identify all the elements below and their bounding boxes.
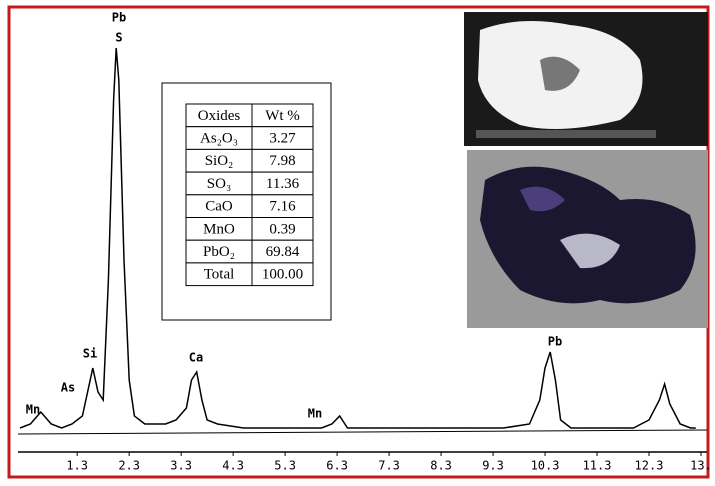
x-tick-label: 11.3 [583, 459, 612, 473]
table-text: 7.98 [269, 153, 295, 169]
table-text: MnO [203, 221, 235, 237]
x-tick-label: 13. [690, 459, 712, 473]
table-header: Oxides [198, 108, 241, 124]
x-tick-label: 1.3 [66, 459, 88, 473]
table-text: SO₃ [207, 176, 231, 192]
x-tick-label: 5.3 [274, 459, 296, 473]
table-text: PbO₂ [203, 244, 235, 260]
sem-image [464, 12, 708, 146]
peak-label: Mn [26, 403, 40, 417]
x-tick-label: 6.3 [326, 459, 348, 473]
table-text: SiO₂ [205, 153, 234, 169]
table-text: 69.84 [266, 244, 300, 260]
table-text: 7.16 [269, 199, 296, 215]
peak-label: Si [83, 347, 97, 361]
peak-label: Pb [548, 335, 562, 349]
peak-label: As [61, 381, 75, 395]
x-tick-label: 7.3 [378, 459, 400, 473]
x-tick-label: 10.3 [531, 459, 560, 473]
oxide-table: Oxides Wt % As₂O₃ 3.27 SiO₂ 7.98 SO₃ 11.36 CaO 7.… [186, 104, 313, 286]
peak-label: Mn [308, 407, 322, 421]
table-text: 3.27 [269, 130, 296, 146]
x-tick-label: 3.3 [170, 459, 192, 473]
x-tick-label: 12.3 [635, 459, 664, 473]
table-text: Total [204, 267, 235, 283]
sample-photo [467, 150, 708, 328]
peak-label: Ca [189, 351, 203, 365]
x-tick-label: 4.3 [222, 459, 244, 473]
table-text: CaO [205, 199, 233, 215]
x-tick-label: 2.3 [118, 459, 140, 473]
table-text: 11.36 [266, 176, 300, 192]
table-header: Wt % [265, 108, 300, 124]
peak-label: S [115, 31, 122, 45]
x-tick-label: 9.3 [482, 459, 504, 473]
table-text: As₂O₃ [200, 130, 238, 146]
background-line [18, 430, 707, 434]
x-tick-label: 8.3 [430, 459, 452, 473]
peak-label: Pb [112, 11, 126, 25]
figure: 1.3 2.3 3.3 4.3 5.3 6.3 7.3 8.3 9.3 10.3 11.3 12.3 1… [0, 0, 715, 481]
page: {"chart_data": { "type": "line", "x": [0… [0, 0, 715, 486]
table-text: 100.00 [262, 267, 303, 283]
table-text: 0.39 [269, 221, 295, 237]
